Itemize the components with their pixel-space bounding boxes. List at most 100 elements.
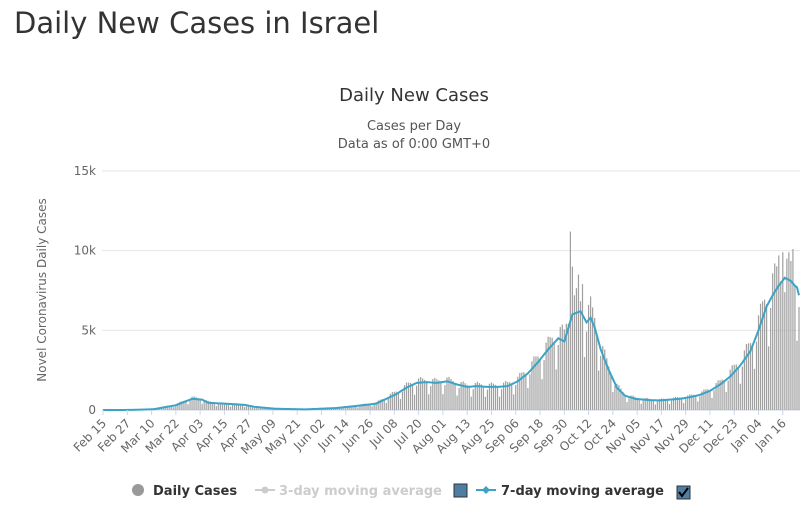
legend-7day-ma[interactable]: 7-day moving average (476, 484, 664, 499)
bar[interactable] (375, 402, 377, 410)
bar[interactable] (620, 388, 622, 410)
bar[interactable] (498, 396, 501, 410)
bar[interactable] (796, 340, 798, 410)
bar[interactable] (725, 391, 727, 410)
bar[interactable] (579, 301, 582, 410)
bar[interactable] (654, 404, 656, 410)
bar[interactable] (494, 384, 497, 410)
bar[interactable] (250, 405, 252, 410)
bar[interactable] (589, 296, 592, 410)
bar[interactable] (741, 366, 743, 410)
bar[interactable] (237, 403, 240, 410)
bar[interactable] (418, 378, 420, 410)
bar[interactable] (523, 372, 525, 410)
bar[interactable] (567, 323, 569, 410)
bar[interactable] (207, 400, 209, 410)
legend-daily-cases[interactable]: Daily Cases (132, 484, 237, 499)
bar[interactable] (199, 399, 201, 410)
legend-7day-toggle-checkbox[interactable] (676, 485, 691, 500)
bar[interactable] (608, 366, 610, 410)
bar[interactable] (695, 395, 697, 410)
bar[interactable] (521, 372, 523, 410)
bar[interactable] (761, 301, 764, 410)
bar[interactable] (596, 334, 598, 410)
bar[interactable] (517, 376, 519, 410)
bar[interactable] (468, 387, 470, 410)
bar[interactable] (476, 381, 478, 410)
bar[interactable] (709, 390, 711, 410)
legend-3day-ma[interactable]: 3-day moving average (255, 484, 442, 499)
bar[interactable] (707, 389, 709, 410)
bar[interactable] (486, 389, 489, 410)
bar[interactable] (505, 381, 507, 410)
bar[interactable] (743, 350, 745, 410)
bar[interactable] (676, 397, 679, 410)
bar[interactable] (397, 392, 400, 410)
bar[interactable] (413, 394, 416, 410)
bar[interactable] (197, 397, 199, 410)
bar[interactable] (780, 281, 782, 410)
bar[interactable] (547, 336, 549, 410)
bar[interactable] (193, 396, 195, 410)
bar[interactable] (507, 381, 509, 410)
bar[interactable] (575, 288, 578, 410)
bar[interactable] (642, 400, 644, 410)
bar[interactable] (733, 364, 735, 410)
bar[interactable] (701, 391, 703, 410)
bar[interactable] (598, 370, 600, 410)
bar[interactable] (248, 404, 250, 410)
bar[interactable] (697, 401, 699, 410)
bar[interactable] (612, 392, 614, 410)
bar[interactable] (782, 252, 784, 410)
bar[interactable] (757, 315, 760, 410)
bar[interactable] (500, 389, 503, 410)
bar[interactable] (662, 398, 665, 410)
bar[interactable] (482, 386, 484, 410)
bar[interactable] (527, 388, 529, 410)
bar[interactable] (393, 391, 395, 410)
bar[interactable] (723, 380, 725, 410)
bar[interactable] (674, 396, 677, 410)
bar[interactable] (343, 408, 345, 410)
bar[interactable] (616, 383, 618, 410)
bar[interactable] (450, 378, 452, 410)
bar[interactable] (652, 400, 654, 410)
bar[interactable] (648, 398, 650, 410)
bar[interactable] (711, 397, 713, 410)
bar[interactable] (381, 398, 383, 410)
bar[interactable] (428, 394, 430, 410)
bar[interactable] (223, 402, 226, 410)
bar[interactable] (747, 343, 750, 410)
bar[interactable] (209, 401, 211, 410)
bar[interactable] (525, 373, 527, 410)
bar[interactable] (452, 381, 454, 410)
bar[interactable] (715, 383, 717, 410)
bar[interactable] (492, 383, 495, 410)
legend-3day-toggle-checkbox[interactable] (453, 483, 468, 498)
bar[interactable] (753, 368, 756, 410)
bar[interactable] (515, 385, 517, 410)
bar[interactable] (640, 403, 642, 410)
bar[interactable] (778, 255, 780, 410)
bar[interactable] (242, 404, 244, 410)
bar[interactable] (786, 258, 788, 410)
bar[interactable] (367, 403, 369, 410)
bar[interactable] (770, 307, 772, 410)
bar[interactable] (511, 383, 513, 410)
bar[interactable] (440, 382, 442, 410)
bar[interactable] (377, 400, 379, 410)
bar[interactable] (373, 404, 375, 410)
bar[interactable] (385, 402, 387, 410)
bar[interactable] (363, 403, 365, 410)
bar[interactable] (551, 337, 553, 410)
bar[interactable] (422, 378, 424, 410)
bar[interactable] (618, 385, 620, 410)
bar[interactable] (369, 403, 371, 410)
bar[interactable] (751, 344, 754, 410)
bar[interactable] (563, 329, 565, 410)
bar[interactable] (774, 263, 776, 410)
bar[interactable] (201, 403, 203, 410)
bar[interactable] (189, 400, 191, 410)
bar[interactable] (217, 404, 219, 410)
bar[interactable] (329, 408, 331, 410)
